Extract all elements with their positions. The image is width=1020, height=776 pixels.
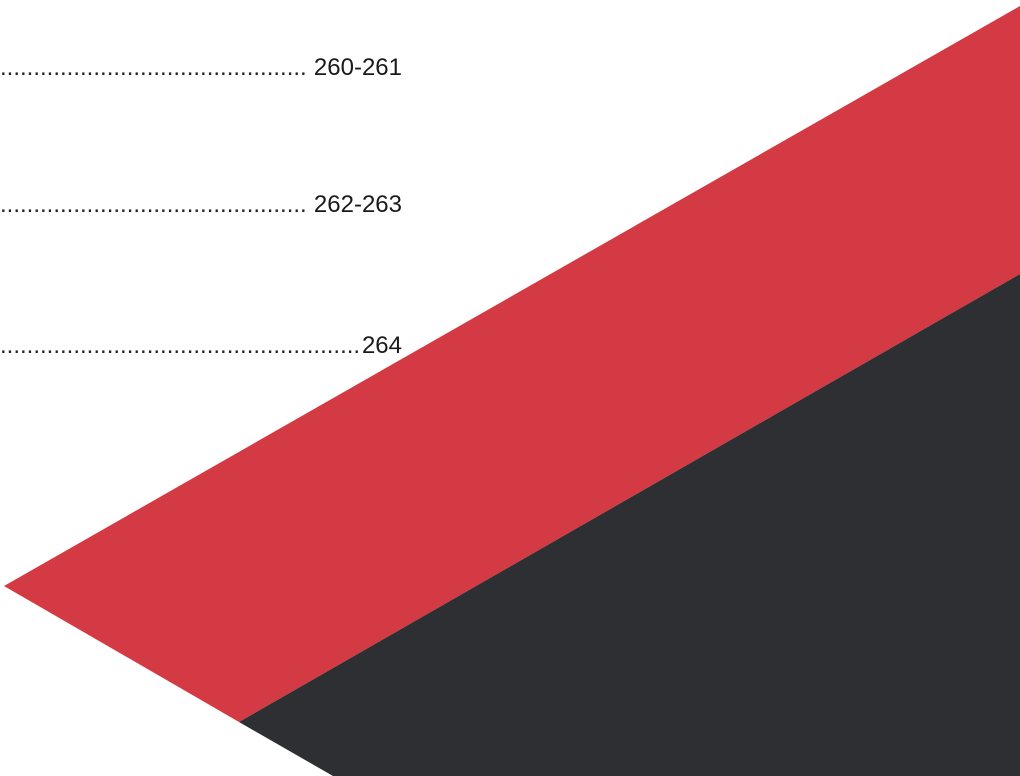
toc-entry: 260-261 (0, 54, 402, 82)
dark-diagonal-band (239, 274, 1020, 776)
toc-entry: 264 (0, 332, 402, 360)
dot-leader (0, 191, 308, 219)
red-diagonal-band (4, 6, 1020, 722)
toc-page-number: 260-261 (313, 54, 402, 81)
toc-page-number: 262-263 (313, 191, 402, 218)
toc-entry: 262-263 (0, 191, 402, 219)
toc-page-number: 264 (361, 332, 402, 359)
dot-leader (0, 332, 362, 360)
dot-leader (0, 54, 308, 82)
